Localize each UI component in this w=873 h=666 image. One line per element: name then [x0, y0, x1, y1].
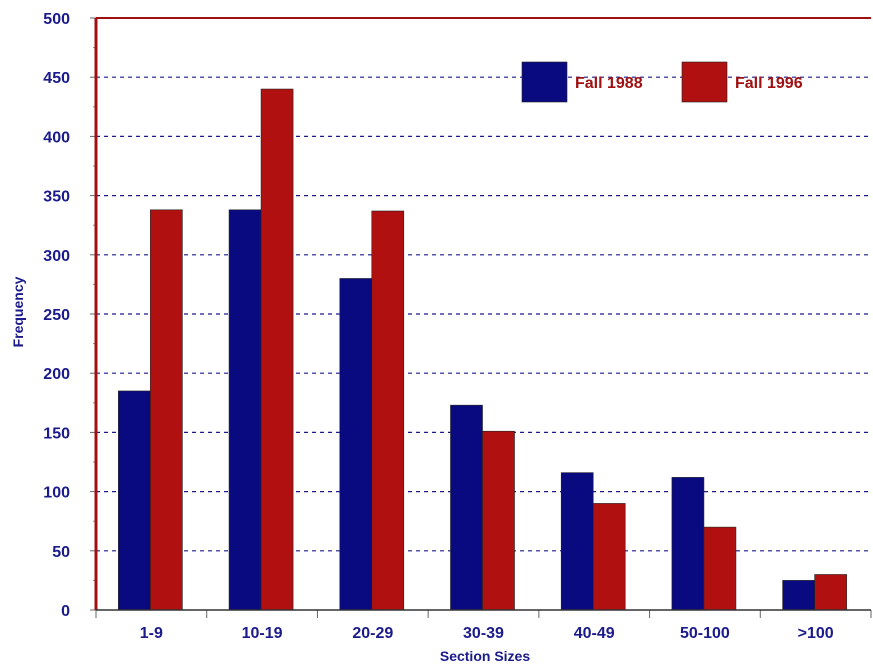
y-tick-label: 300	[43, 248, 70, 265]
bar-fall-1988-50-100	[671, 477, 705, 611]
x-tick-labels: 1-9 10-19 20-29 30-39 40-49 50-100 >100	[140, 625, 834, 642]
x-tick-label: 40-49	[574, 625, 615, 642]
bar-fall-1996-30-39	[482, 430, 515, 611]
x-tick-label: 30-39	[463, 625, 504, 642]
y-tick-label: 250	[43, 307, 70, 324]
bar-fall-1988-10-19	[228, 209, 262, 611]
bar-fall-1996->100	[814, 574, 847, 611]
legend-label: Fall 1996	[735, 75, 803, 92]
x-tick-label: 10-19	[242, 625, 283, 642]
y-tick-label: 200	[43, 366, 70, 383]
y-tick-label: 50	[52, 544, 70, 561]
y-tick-labels: 0 50 100 150 200 250 300 350 400 450 500	[43, 11, 70, 620]
axes	[90, 17, 872, 618]
bar-fall-1996-1-9	[150, 209, 183, 611]
bar-fall-1988-30-39	[450, 404, 483, 611]
y-tick-label: 0	[61, 603, 70, 620]
x-tick-label: >100	[798, 625, 834, 642]
legend-label: Fall 1988	[575, 75, 643, 92]
bar-fall-1996-40-49	[592, 503, 626, 611]
y-tick-label: 450	[43, 70, 70, 87]
bars	[118, 88, 847, 611]
y-tick-label: 400	[43, 129, 70, 146]
y-tick-label: 150	[43, 425, 70, 442]
x-tick-label: 1-9	[140, 625, 163, 642]
legend-swatch	[521, 61, 568, 103]
legend: Fall 1988 Fall 1996	[521, 61, 803, 103]
bar-fall-1988-40-49	[560, 472, 594, 611]
bar-fall-1988-20-29	[339, 278, 373, 611]
x-tick-label: 20-29	[352, 625, 393, 642]
legend-swatch	[681, 61, 728, 103]
x-tick-label: 50-100	[680, 625, 730, 642]
bar-fall-1996-10-19	[260, 88, 294, 611]
y-tick-label: 100	[43, 485, 70, 502]
y-tick-label: 500	[43, 11, 70, 28]
y-axis-title: Frequency	[10, 276, 26, 347]
bar-fall-1988-1-9	[118, 390, 151, 611]
bar-fall-1996-50-100	[703, 526, 737, 611]
bar-fall-1988->100	[782, 580, 815, 611]
x-axis-title: Section Sizes	[440, 648, 530, 664]
bar-fall-1996-20-29	[371, 210, 405, 611]
y-tick-label: 350	[43, 189, 70, 206]
